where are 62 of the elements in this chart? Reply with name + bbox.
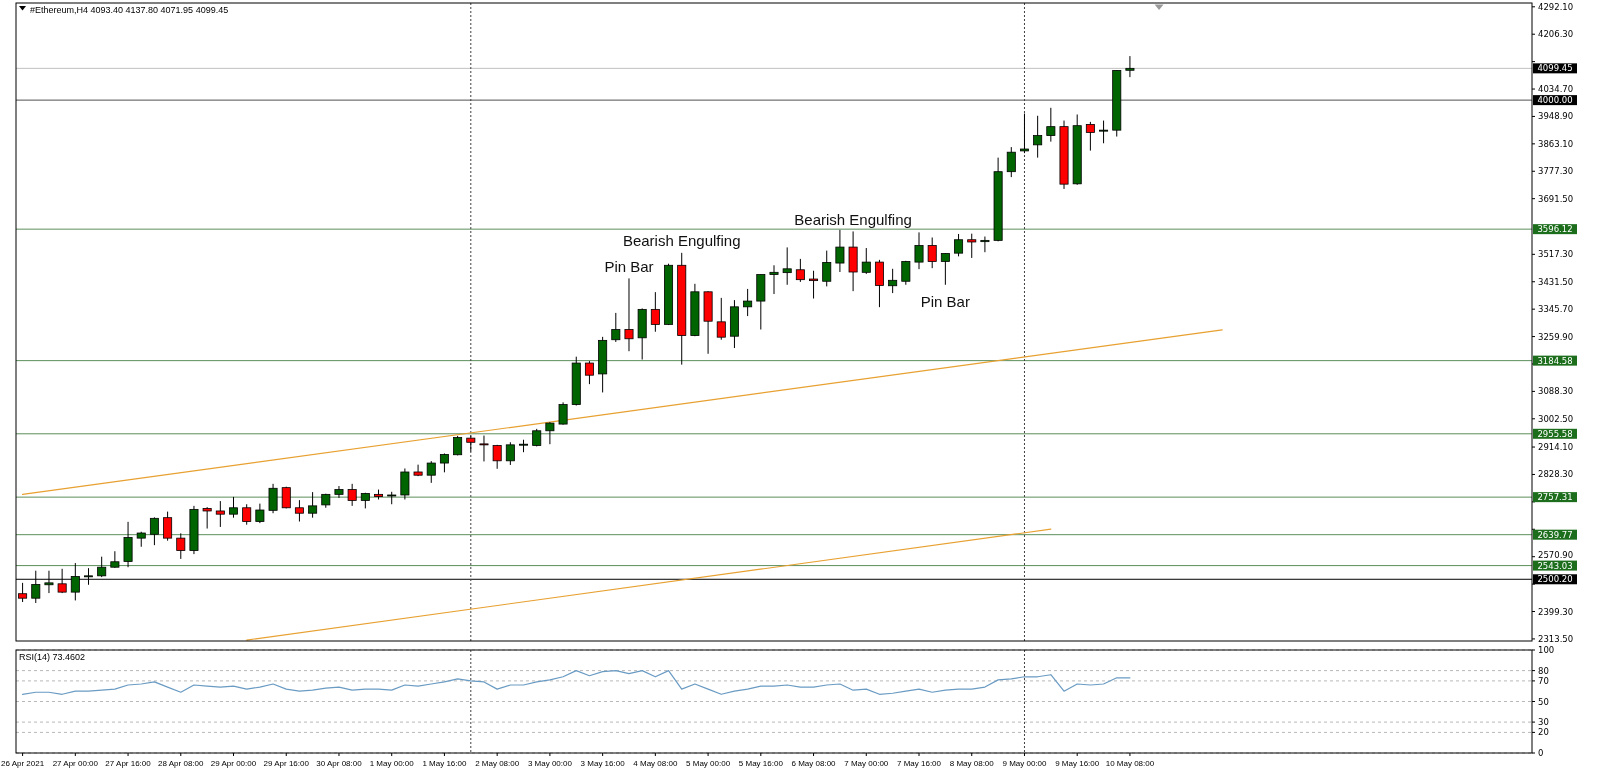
ref-line-label: 2757.31 [1537, 492, 1573, 503]
x-tick-label: 7 May 00:00 [844, 759, 889, 768]
ref-line-label: 2500.20 [1537, 574, 1573, 585]
y-tick-label: 3088.30 [1538, 386, 1574, 397]
y-tick-label: 3777.30 [1538, 166, 1574, 177]
y-tick-label: 3691.50 [1538, 193, 1574, 204]
x-tick-label: 27 Apr 00:00 [52, 759, 99, 768]
x-tick-label: 28 Apr 08:00 [158, 759, 205, 768]
annotation: Bearish Engulfing [622, 232, 741, 250]
ref-line-label: 4000.00 [1537, 95, 1573, 106]
y-tick-label: 80 [1538, 665, 1549, 676]
ref-line-label: 4099.45 [1537, 63, 1573, 74]
x-tick-label: 7 May 16:00 [896, 759, 942, 768]
x-tick-label: 29 Apr 16:00 [263, 759, 310, 768]
ref-line-label: 2955.58 [1537, 428, 1573, 439]
y-tick-label: 2399.30 [1538, 606, 1574, 617]
y-tick-label: 20 [1538, 727, 1549, 738]
y-tick-label: 2313.50 [1538, 633, 1574, 644]
x-tick-label: 2 May 08:00 [475, 759, 520, 768]
x-tick-label: 9 May 00:00 [1002, 759, 1048, 768]
y-tick-label: 3002.50 [1538, 413, 1574, 424]
x-tick-label: 1 May 00:00 [369, 759, 415, 768]
x-tick-label: 29 Apr 00:00 [210, 759, 257, 768]
x-tick-label: 3 May 00:00 [527, 759, 573, 768]
ref-line-label: 2639.77 [1537, 529, 1573, 540]
y-tick-label: 4034.70 [1538, 84, 1574, 95]
x-tick-label: 10 May 08:00 [1105, 759, 1155, 768]
y-tick-label: 0 [1538, 748, 1544, 758]
y-tick-label: 70 [1538, 675, 1549, 686]
annotation: Pin Bar [920, 293, 970, 311]
y-tick-label: 3863.10 [1538, 138, 1574, 149]
y-tick-label: 2570.90 [1538, 550, 1574, 561]
y-tick-label: 30 [1538, 717, 1549, 728]
x-tick-label: 1 May 16:00 [422, 759, 467, 768]
annotation: Bearish Engulfing [794, 210, 912, 228]
x-tick-label: 9 May 16:00 [1055, 759, 1100, 768]
y-tick-label: 3259.90 [1538, 331, 1574, 342]
x-tick-label: 30 Apr 08:00 [316, 759, 363, 768]
x-tick-label: 3 May 16:00 [580, 759, 626, 768]
annotation: Pin Bar [604, 257, 654, 275]
ref-line-label: 2543.03 [1537, 560, 1573, 571]
chart-title: #Ethereum,H4 4093.40 4137.80 4071.95 4099.45 [30, 5, 229, 15]
y-tick-label: 3345.70 [1538, 304, 1574, 315]
ref-line-label: 3596.12 [1537, 224, 1573, 235]
y-tick-label: 2914.10 [1538, 442, 1574, 453]
x-tick-label: 4 May 08:00 [633, 759, 678, 768]
x-tick-label: 5 May 00:00 [686, 759, 731, 768]
y-tick-label: 50 [1538, 696, 1549, 707]
y-tick-label: 100 [1538, 645, 1555, 655]
chart-title: RSI(14) 73.4602 [19, 652, 86, 662]
x-tick-label: 26 Apr 2021 [1, 759, 45, 768]
y-tick-label: 3517.30 [1538, 249, 1574, 260]
y-tick-label: 4292.10 [1538, 1, 1574, 12]
y-tick-label: 3431.50 [1538, 276, 1574, 287]
x-tick-label: 5 May 16:00 [738, 759, 784, 768]
y-tick-label: 3948.90 [1538, 111, 1574, 122]
x-tick-label: 27 Apr 16:00 [105, 759, 152, 768]
y-tick-label: 4206.30 [1538, 29, 1574, 40]
ref-line-label: 3184.58 [1537, 355, 1573, 366]
x-tick-label: 6 May 08:00 [791, 759, 837, 768]
y-tick-label: 2828.30 [1538, 469, 1574, 480]
x-tick-label: 8 May 08:00 [949, 759, 995, 768]
